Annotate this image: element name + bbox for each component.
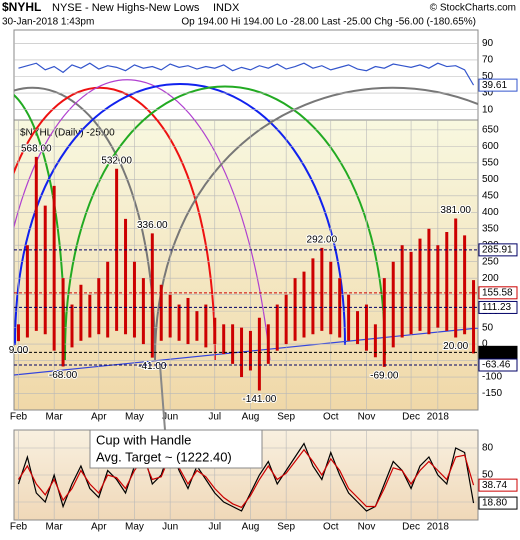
point-label: -69.00 xyxy=(370,370,399,381)
y-tick-label: 80 xyxy=(482,443,494,454)
y-tick-label: 450 xyxy=(482,190,499,201)
y-tick-label: 200 xyxy=(482,273,499,284)
x-tick-label: Jun xyxy=(162,412,178,423)
point-label: 532.00 xyxy=(101,155,132,166)
x-tick-label: Jun xyxy=(162,522,178,533)
y-tick-label: 50 xyxy=(482,71,494,82)
value-label-box xyxy=(478,78,518,92)
y-tick-label: 0 xyxy=(482,339,488,350)
level-label-box xyxy=(478,345,518,359)
arc xyxy=(14,86,156,361)
level-label-box xyxy=(478,300,518,314)
y-tick-label: 70 xyxy=(482,55,494,66)
level-label: -25.00 xyxy=(482,347,511,358)
level-label-box xyxy=(478,358,518,372)
y-tick-label: 50 xyxy=(482,470,494,481)
x-tick-label: Dec xyxy=(402,412,420,423)
level-label: -63.46 xyxy=(482,360,511,371)
date: 30-Jan-2018 1:43pm xyxy=(2,17,94,28)
y-tick-label: 10 xyxy=(482,104,494,115)
x-tick-label: Dec xyxy=(402,522,420,533)
level-label: 285.91 xyxy=(482,245,513,256)
y-tick-label: 650 xyxy=(482,125,499,136)
line xyxy=(17,448,475,509)
y-tick-label: 90 xyxy=(482,38,494,49)
y-tick-label: 500 xyxy=(482,174,499,185)
y-tick-label: 30 xyxy=(482,88,494,99)
point-label: -41.00 xyxy=(138,361,167,372)
y-tick-label: -150 xyxy=(482,388,502,399)
x-tick-label: 2018 xyxy=(427,412,450,423)
main-panel xyxy=(13,119,479,411)
x-tick-label: Apr xyxy=(91,522,107,533)
x-tick-label: May xyxy=(125,412,144,423)
point-label: 20.00 xyxy=(443,341,468,352)
y-tick-label: 600 xyxy=(482,141,499,152)
point-label: 292.00 xyxy=(307,235,338,246)
arc xyxy=(154,86,478,361)
level-label-box xyxy=(478,243,518,257)
x-tick-label: Jul xyxy=(208,522,221,533)
arc xyxy=(14,94,66,361)
callout-text: Avg. Target ~ (1222.40) xyxy=(96,449,232,464)
y-tick-label: -100 xyxy=(482,372,502,383)
arc xyxy=(14,83,346,346)
x-tick-label: May xyxy=(125,522,144,533)
x-tick-label: Feb xyxy=(10,522,28,533)
callout-box xyxy=(89,429,263,469)
value-label-box xyxy=(478,478,518,492)
callout-text: Cup with Handle xyxy=(96,432,191,447)
x-tick-label: 2018 xyxy=(427,522,450,533)
value-label: 18.80 xyxy=(482,498,507,509)
y-tick-label: 550 xyxy=(482,157,499,168)
x-tick-label: Mar xyxy=(46,412,64,423)
callout: Cup with Handle Avg. Target ~ (1222.40) xyxy=(89,364,263,469)
quote: Op 194.00 Hi 194.00 Lo -28.00 Last -25.0… xyxy=(181,17,476,28)
callout-pointer xyxy=(159,364,166,431)
level-label-box xyxy=(478,286,518,300)
y-tick-label: 50 xyxy=(482,322,494,333)
x-tick-label: Nov xyxy=(358,412,376,423)
x-tick-label: Jul xyxy=(208,412,221,423)
x-tick-label: Feb xyxy=(10,412,28,423)
credit: © StockCharts.com xyxy=(430,3,516,14)
value-label-box xyxy=(478,496,518,510)
point-label: 568.00 xyxy=(21,144,52,155)
x-tick-label: Sep xyxy=(277,522,295,533)
point-label: -141.00 xyxy=(242,394,276,405)
line xyxy=(18,62,475,86)
index: INDX xyxy=(213,2,240,14)
exchange: NYSE - New Highs-New Lows xyxy=(52,2,200,14)
arc xyxy=(14,79,271,361)
y-tick-label: 400 xyxy=(482,207,499,218)
y-tick-label: 250 xyxy=(482,256,499,267)
symbol: $NYHL xyxy=(2,0,41,14)
x-tick-label: Mar xyxy=(46,522,64,533)
value-label: 38.74 xyxy=(482,480,507,491)
level-label: 155.58 xyxy=(482,287,513,298)
point-label: -68.00 xyxy=(49,370,78,381)
x-tick-label: Oct xyxy=(323,412,339,423)
point-label: 9.00 xyxy=(9,345,29,356)
x-tick-label: Apr xyxy=(91,412,107,423)
x-tick-label: Sep xyxy=(277,412,295,423)
legend: $NYHL (Daily) -25.00 xyxy=(20,128,115,139)
x-tick-label: Aug xyxy=(242,412,260,423)
point-label: 381.00 xyxy=(440,205,471,216)
x-tick-label: Nov xyxy=(358,522,376,533)
y-tick-label: 350 xyxy=(482,223,499,234)
rsi-panel xyxy=(13,29,479,121)
point-label: 336.00 xyxy=(137,220,168,231)
x-tick-label: Aug xyxy=(242,522,260,533)
level-label: 111.23 xyxy=(482,302,512,313)
value-label: 39.61 xyxy=(482,80,507,91)
arc xyxy=(14,87,216,361)
x-tick-label: Oct xyxy=(323,522,339,533)
